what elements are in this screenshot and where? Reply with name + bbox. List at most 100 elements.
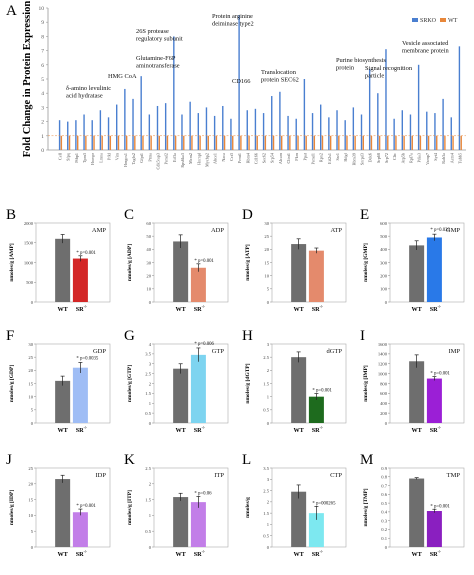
panel-title-L: CTP xyxy=(330,472,342,479)
x-tick-label-A: Eif2s1 xyxy=(327,153,332,164)
bar-WT-5 xyxy=(101,135,103,150)
x-tick-label-A: Gfpt1 xyxy=(139,153,144,163)
y-tick-label-M: 0.8 xyxy=(381,475,387,480)
bar-WT-11 xyxy=(150,135,152,150)
bar-G-0 xyxy=(173,368,189,423)
bar-WT-41 xyxy=(395,135,397,150)
bar-G-1 xyxy=(190,354,206,423)
y-tick-label-G: 2 xyxy=(149,381,152,386)
x-tick-label-A: Srp68 xyxy=(376,153,381,163)
x-tick-label-H-sr: SR-/- xyxy=(312,426,324,434)
annotation-A-7: Purine biosynthesis protein xyxy=(336,57,386,72)
bar-SRKO-19 xyxy=(213,115,216,150)
x-tick-label-A: Ppat xyxy=(302,152,307,160)
bar-WT-1 xyxy=(68,135,71,150)
y-tick-label-E: 100 xyxy=(380,287,388,292)
bar-WT-40 xyxy=(387,135,389,150)
bar-WT-35 xyxy=(346,135,348,150)
annotation-A-2: Glutamine-F6P aminotransferase xyxy=(136,55,180,70)
x-tick-label-A: Psmd1 xyxy=(311,153,316,164)
panel-title-F: GDP xyxy=(93,348,106,355)
bar-SRKO-45 xyxy=(426,111,428,150)
bar-L-0 xyxy=(291,491,307,547)
bar-SRKO-42 xyxy=(401,110,403,150)
bar-SRKO-14 xyxy=(173,36,175,150)
x-tick-label-A: Prmt1 xyxy=(237,153,242,163)
y-axis-label-H: nmoles/g [dGTP] xyxy=(245,363,251,403)
legend-swatch-WT xyxy=(440,18,446,22)
annotation-A-4: Protein arginine deiminase type2 xyxy=(212,13,254,28)
x-tick-label-C-sr: SR-/- xyxy=(194,305,206,313)
bar-SRKO-1 xyxy=(67,121,69,150)
x-tick-label-A: Tagln2 xyxy=(131,153,136,165)
y-tick-label-L: 0 xyxy=(267,545,270,550)
bar-J-1 xyxy=(72,512,88,547)
bar-SRKO-21 xyxy=(230,118,232,150)
x-tick-label-B-wt: WT xyxy=(57,306,68,313)
bar-WT-17 xyxy=(199,135,201,150)
x-tick-label-A: Vamp7 xyxy=(425,153,430,165)
x-tick-label-J-sr: SR-/- xyxy=(76,550,88,558)
y-tick-label-E: 400 xyxy=(380,247,388,252)
y-tick-label-I: 1600 xyxy=(378,342,388,347)
bar-B-0 xyxy=(55,238,71,302)
y-tick-label-D: 10 xyxy=(264,273,269,278)
x-tick-label-D-wt: WT xyxy=(293,306,304,313)
y-tick-label-J: 5 xyxy=(31,529,34,534)
x-tick-label-A: Tubb5 xyxy=(457,153,462,164)
y-tick-label-B: 2000 xyxy=(24,221,34,226)
bar-WT-38 xyxy=(370,135,373,150)
y-tick-label-L: 2 xyxy=(267,500,270,505)
panel-title-H: dGTP xyxy=(326,348,342,355)
bar-SRKO-11 xyxy=(148,114,151,150)
x-tick-label-K-sr: SR-/- xyxy=(194,550,206,558)
bar-WT-18 xyxy=(207,135,209,150)
x-tick-label-A: Rpn2 xyxy=(319,153,324,162)
y-tick-label-I: 800 xyxy=(380,381,388,386)
bar-WT-23 xyxy=(248,135,250,150)
y-tick-label-J: 15 xyxy=(28,497,33,502)
y-tick-label-H: 2.5 xyxy=(263,355,269,360)
panel-letter-F: F xyxy=(6,328,14,344)
annotation-A-8: Signal recognition particle xyxy=(365,65,413,80)
bar-WT-27 xyxy=(281,135,283,150)
y-tick-label-A: 6 xyxy=(41,63,44,69)
annotation-A-5: CD166 xyxy=(232,78,250,85)
significance-label-C: * p=0.001 xyxy=(194,259,214,264)
y-tick-label-G: 3.5 xyxy=(145,352,151,357)
bar-WT-34 xyxy=(338,135,340,150)
x-tick-label-A: Mycbp2 xyxy=(204,153,209,167)
x-tick-label-G-wt: WT xyxy=(175,427,186,434)
y-tick-label-A: 9 xyxy=(41,20,44,26)
y-tick-label-D: 25 xyxy=(264,234,269,239)
bar-SRKO-27 xyxy=(279,91,281,150)
bar-SRKO-16 xyxy=(189,101,191,150)
y-tick-label-K: 0.5 xyxy=(145,529,151,534)
y-tick-label-D: 15 xyxy=(264,260,269,265)
bar-SRKO-6 xyxy=(107,117,110,150)
x-tick-label-E-sr: SR-/- xyxy=(430,305,442,313)
bar-SRKO-15 xyxy=(181,114,183,150)
y-tick-label-F: 10 xyxy=(28,394,33,399)
y-tick-label-A: 2 xyxy=(41,120,44,126)
y-tick-label-M: 0.9 xyxy=(381,466,387,471)
y-tick-label-I: 400 xyxy=(380,401,388,406)
y-tick-label-M: 0.1 xyxy=(381,536,387,541)
x-tick-label-A: Vim xyxy=(115,152,120,160)
y-tick-label-M: 0 xyxy=(385,545,388,550)
panel-letter-G: G xyxy=(124,328,135,344)
y-tick-label-H: 2 xyxy=(267,368,270,373)
x-tick-label-F-wt: WT xyxy=(57,427,68,434)
y-tick-label-K: 1.5 xyxy=(145,497,151,502)
x-tick-label-M-sr: SR-/- xyxy=(430,550,442,558)
significance-label-K: * p=0.06 xyxy=(194,491,212,496)
annotation-A-6: Translocation protein SEC62 xyxy=(261,69,299,84)
y-tick-label-F: 30 xyxy=(28,342,33,347)
bar-SRKO-32 xyxy=(320,104,322,150)
x-tick-label-A: Atp5b xyxy=(400,153,405,163)
y-tick-label-C: 0 xyxy=(149,300,152,305)
x-tick-label-I-sr: SR-/- xyxy=(430,426,442,434)
panel-title-J: IDP xyxy=(96,472,107,479)
bar-SRKO-38 xyxy=(368,69,371,150)
